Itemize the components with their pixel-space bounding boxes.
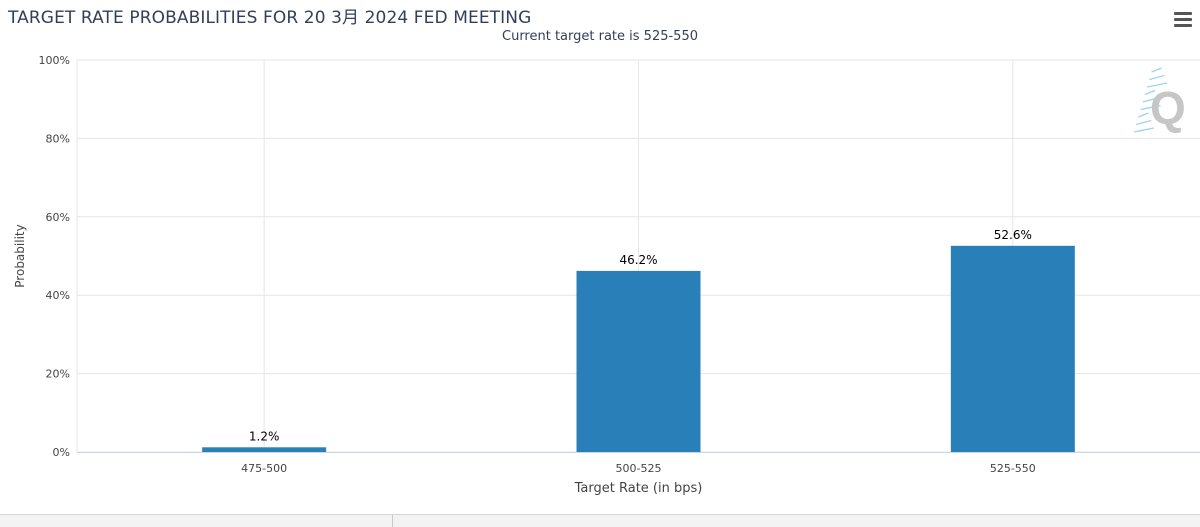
bottom-tab xyxy=(0,515,393,527)
bottom-scroll-strip xyxy=(0,514,1200,527)
x-axis-label: Target Rate (in bps) xyxy=(574,481,703,496)
logo-watermark: Q xyxy=(1133,67,1186,134)
data-label: 1.2% xyxy=(249,429,280,443)
logo-stripe xyxy=(1142,97,1158,103)
bar[interactable] xyxy=(202,447,327,452)
data-label: 52.6% xyxy=(994,228,1032,242)
bar[interactable] xyxy=(950,245,1075,452)
logo-stripe xyxy=(1140,104,1161,111)
hamburger-icon[interactable] xyxy=(1172,10,1194,32)
x-tick-label: 525-550 xyxy=(990,462,1036,475)
y-tick-label: 20% xyxy=(46,368,70,381)
y-tick-label: 40% xyxy=(46,289,70,302)
logo-letter: Q xyxy=(1150,82,1186,134)
y-axis-label: Probability xyxy=(13,224,27,287)
logo-stripe xyxy=(1151,67,1162,73)
y-tick-label: 100% xyxy=(39,54,70,67)
menu-line xyxy=(1174,24,1192,27)
bar-chart: Q 0% 20% 40% 60% 80% 100% 1.2% 46.2% 52.6% 475-… xyxy=(13,54,1200,496)
logo-stripe xyxy=(1144,89,1156,96)
chart-subtitle: Current target rate is 525-550 xyxy=(502,29,698,44)
menu-line xyxy=(1174,18,1192,21)
logo-stripe xyxy=(1136,119,1152,126)
logo-stripe xyxy=(1149,74,1165,81)
logo-stripe xyxy=(1138,112,1149,118)
logo-stripe xyxy=(1147,82,1168,88)
y-tick-label: 60% xyxy=(46,211,70,224)
data-label: 46.2% xyxy=(619,253,657,267)
menu-line xyxy=(1174,12,1192,15)
y-tick-label: 0% xyxy=(53,446,70,459)
chart-title: TARGET RATE PROBABILITIES FOR 20 3月 2024… xyxy=(8,8,532,28)
y-tick-label: 80% xyxy=(46,132,70,145)
bar[interactable] xyxy=(576,270,701,452)
logo-stripe xyxy=(1133,127,1155,133)
x-tick-label: 475-500 xyxy=(241,462,287,475)
x-tick-label: 500-525 xyxy=(616,462,662,475)
